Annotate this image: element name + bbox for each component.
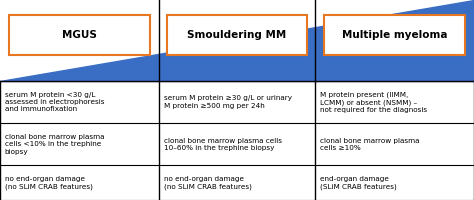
Text: end-organ damage
(SLiM CRAB features): end-organ damage (SLiM CRAB features)	[320, 176, 397, 190]
FancyBboxPatch shape	[167, 15, 307, 54]
Text: Smouldering MM: Smouldering MM	[187, 29, 287, 40]
Text: no end-organ damage
(no SLiM CRAB features): no end-organ damage (no SLiM CRAB featur…	[5, 176, 92, 190]
Text: no end-organ damage
(no SLiM CRAB features): no end-organ damage (no SLiM CRAB featur…	[164, 176, 251, 190]
FancyBboxPatch shape	[324, 15, 465, 54]
Text: clonal bone marrow plasma
cells <10% in the trephine
biopsy: clonal bone marrow plasma cells <10% in …	[5, 134, 104, 155]
Text: Multiple myeloma: Multiple myeloma	[342, 29, 447, 40]
Polygon shape	[0, 0, 474, 81]
Text: M protein present (IIMM,
LCMM) or absent (NSMM) –
not required for the diagnosis: M protein present (IIMM, LCMM) or absent…	[320, 91, 427, 113]
Text: MGUS: MGUS	[62, 29, 97, 40]
FancyBboxPatch shape	[9, 15, 150, 54]
Text: serum M protein <30 g/L
assessed in electrophoresis
and immunofixation: serum M protein <30 g/L assessed in elec…	[5, 92, 104, 112]
Text: clonal bone marrow plasma
cells ≥10%: clonal bone marrow plasma cells ≥10%	[320, 138, 419, 151]
Text: clonal bone marrow plasma cells
10–60% in the trephine biopsy: clonal bone marrow plasma cells 10–60% i…	[164, 138, 282, 151]
Text: serum M protein ≥30 g/L or urinary
M protein ≥500 mg per 24h: serum M protein ≥30 g/L or urinary M pro…	[164, 95, 292, 109]
